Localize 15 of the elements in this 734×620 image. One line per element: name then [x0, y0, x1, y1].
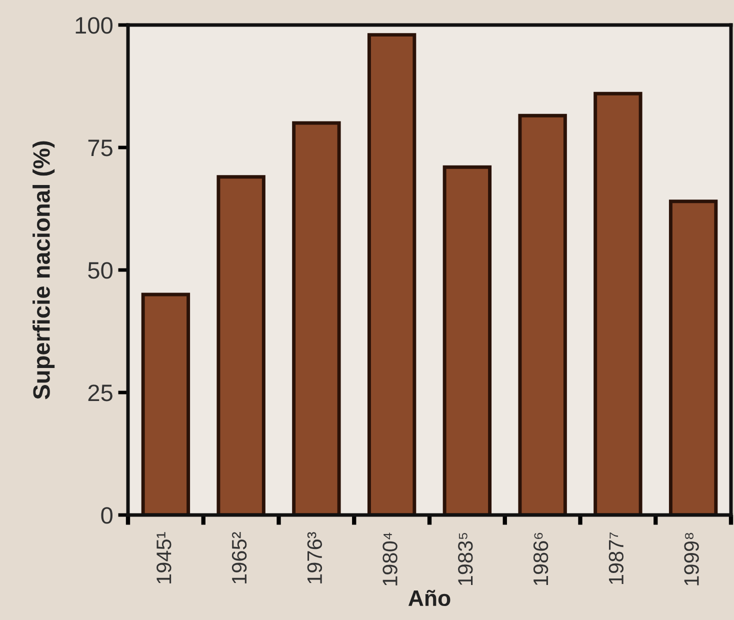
- x-tick-label: 1999⁸: [684, 532, 699, 586]
- y-tick-label: 75: [88, 140, 112, 156]
- y-axis-title: Superficie nacional (%): [32, 141, 55, 400]
- x-tick-label: 1965²: [232, 532, 247, 584]
- y-tick-label: 100: [76, 17, 112, 34]
- x-tick-label: 1983⁵: [458, 532, 473, 586]
- x-axis-title: Año: [408, 590, 450, 606]
- y-tick-label: 50: [88, 262, 112, 279]
- x-tick-label: 1980⁴: [382, 532, 398, 586]
- x-tick-label: 1986⁶: [533, 532, 548, 585]
- x-tick-label: 1987⁷: [608, 532, 624, 584]
- y-tick-label: 25: [88, 384, 112, 402]
- x-tick-label: 1976³: [307, 532, 322, 584]
- x-tick-label: 1945¹: [156, 532, 172, 584]
- y-tick-label: 0: [101, 507, 112, 524]
